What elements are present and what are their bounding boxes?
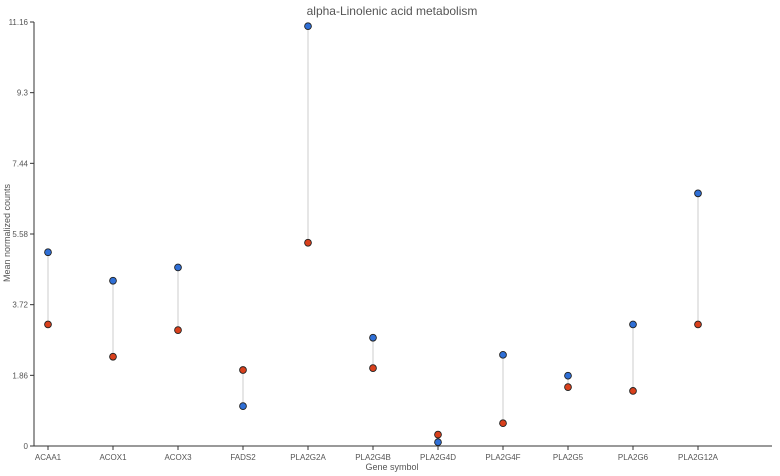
y-tick-label: 7.44	[12, 159, 28, 168]
y-tick-label: 1.86	[12, 371, 28, 380]
red-data-point[interactable]	[44, 320, 52, 329]
blue-data-point[interactable]	[109, 276, 117, 285]
red-data-point[interactable]	[629, 387, 637, 395]
blue-data-point[interactable]	[564, 371, 572, 380]
y-axis-ticks: 0 1.86 3.72 5.58 7.44 9.3 11.16	[9, 18, 34, 451]
red-data-point[interactable]	[564, 383, 572, 391]
blue-data-point[interactable]	[304, 22, 312, 31]
y-tick-label: 11.16	[9, 18, 29, 27]
x-tick-label: PLA2G2A	[290, 453, 326, 462]
x-axis-ticks: ACAA1 ACOX1 ACOX3 FADS2 PLA2G2A PLA2G4B PLA2G4…	[35, 446, 719, 462]
x-axis-label: Gene symbol	[365, 462, 418, 472]
red-data-point[interactable]	[174, 326, 182, 334]
x-tick-label: PLA2G4F	[485, 453, 520, 462]
y-tick-label: 9.3	[17, 89, 29, 98]
red-data-point[interactable]	[239, 366, 247, 374]
x-tick-label: ACAA1	[35, 453, 62, 462]
chart-title: alpha-Linolenic acid metabolism	[307, 4, 478, 18]
x-tick-label: ACOX1	[99, 453, 127, 462]
blue-data-point[interactable]	[44, 248, 52, 257]
x-tick-label: FADS2	[230, 453, 256, 462]
red-data-point[interactable]	[434, 430, 442, 439]
blue-data-point[interactable]	[239, 402, 247, 410]
x-tick-label: PLA2G12A	[678, 453, 719, 462]
red-data-point[interactable]	[109, 352, 117, 361]
x-tick-label: PLA2G5	[553, 453, 584, 462]
blue-data-point[interactable]	[629, 320, 637, 329]
data-points	[44, 22, 702, 447]
blue-data-point[interactable]	[694, 189, 702, 198]
red-data-point[interactable]	[304, 238, 312, 247]
red-data-point[interactable]	[499, 419, 507, 428]
y-tick-label: 5.58	[12, 230, 28, 239]
blue-data-point[interactable]	[499, 350, 507, 359]
y-axis-label: Mean normalized counts	[2, 183, 12, 282]
blue-data-point[interactable]	[434, 438, 442, 447]
blue-data-point[interactable]	[369, 333, 377, 342]
connector-lines	[47, 26, 699, 443]
x-tick-label: PLA2G4D	[420, 453, 456, 462]
red-data-point[interactable]	[369, 364, 377, 372]
blue-data-point[interactable]	[174, 263, 182, 272]
x-tick-label: ACOX3	[164, 453, 192, 462]
y-tick-label: 3.72	[12, 301, 28, 310]
x-tick-label: PLA2G4B	[355, 453, 391, 462]
red-data-point[interactable]	[694, 320, 702, 329]
x-tick-label: PLA2G6	[618, 453, 649, 462]
y-tick-label: 0	[24, 442, 29, 451]
